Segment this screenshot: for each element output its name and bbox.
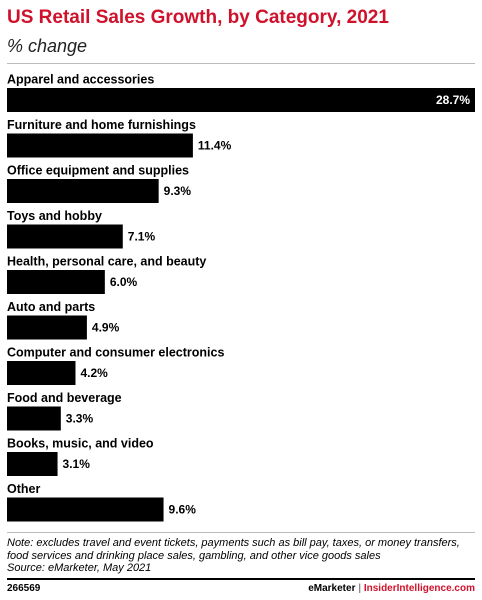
chart-id: 266569 <box>7 583 41 594</box>
divider <box>7 578 475 580</box>
category-label: Furniture and home furnishings <box>7 118 196 132</box>
bar <box>7 361 76 385</box>
bar <box>7 224 123 249</box>
chart: Apparel and accessories 28.7% Furniture an… <box>7 72 475 522</box>
category-label: Office equipment and supplies <box>7 163 189 177</box>
footer: 266569 eMarketer | InsiderIntelligence.c… <box>7 583 475 594</box>
category-label: Books, music, and video <box>7 436 154 450</box>
divider <box>7 63 475 64</box>
divider <box>7 532 475 533</box>
bar <box>7 497 164 522</box>
source: Source: eMarketer, May 2021 <box>7 562 152 574</box>
chart-subtitle: % change <box>7 36 88 56</box>
value-label: 9.3% <box>164 184 192 198</box>
category-label: Computer and consumer electronics <box>7 345 224 359</box>
bar <box>7 88 475 112</box>
value-label: 3.3% <box>66 412 94 426</box>
category-label: Auto and parts <box>7 300 95 314</box>
brand-site: InsiderIntelligence.com <box>363 583 475 594</box>
value-label: 11.4% <box>198 139 232 153</box>
category-label: Food and beverage <box>7 391 122 405</box>
brand-name: eMarketer <box>308 583 356 594</box>
value-label: 7.1% <box>128 230 156 244</box>
value-label: 3.1% <box>63 457 91 471</box>
category-label: Apparel and accessories <box>7 72 154 86</box>
bar <box>7 179 159 203</box>
bar <box>7 270 105 294</box>
note: Note: excludes travel and event tickets,… <box>7 537 460 562</box>
category-label: Health, personal care, and beauty <box>7 254 206 268</box>
value-label: 28.7% <box>436 93 470 107</box>
chart-title: US Retail Sales Growth, by Category, 202… <box>7 7 389 28</box>
bar <box>7 315 87 340</box>
value-label: 9.6% <box>169 503 197 517</box>
category-label: Toys and hobby <box>7 209 102 223</box>
category-label: Other <box>7 482 40 496</box>
bar <box>7 133 193 158</box>
separator: | <box>358 583 362 594</box>
bar <box>7 452 58 476</box>
value-label: 4.9% <box>92 321 120 335</box>
bar <box>7 406 61 431</box>
value-label: 6.0% <box>110 275 138 289</box>
notes: Note: excludes travel and event tickets,… <box>7 537 477 575</box>
value-label: 4.2% <box>80 366 108 380</box>
brand: eMarketer | InsiderIntelligence.com <box>308 583 475 594</box>
